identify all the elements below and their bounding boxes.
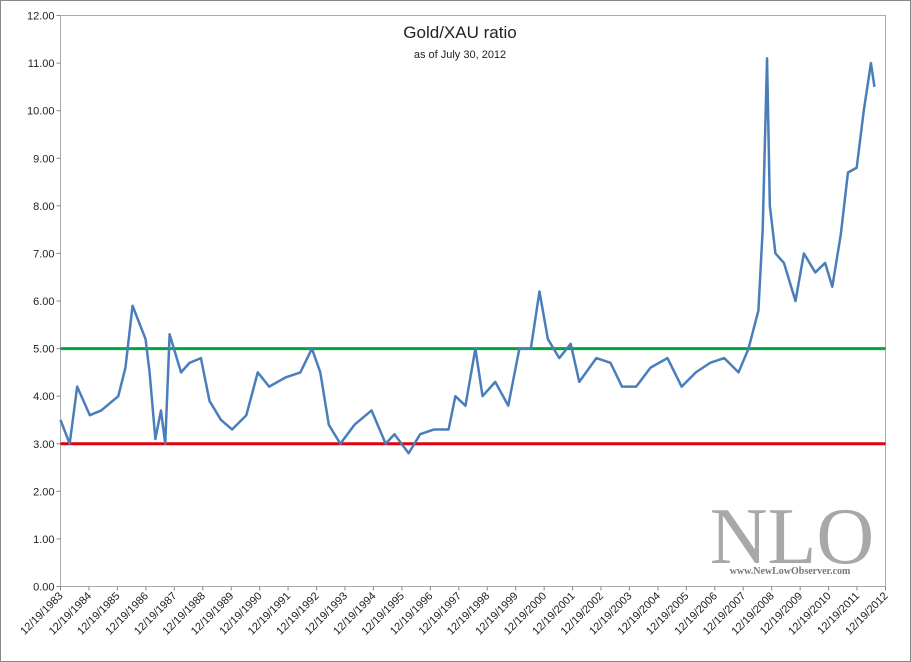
y-tick-label: 9.00 [33,153,54,165]
watermark-logo: NLO [710,493,874,581]
y-tick-label: 0.00 [33,582,54,594]
y-tick-label: 6.00 [33,296,54,308]
y-tick-label: 5.00 [33,344,54,356]
y-tick-label: 3.00 [33,439,54,451]
y-tick-label: 12.00 [27,11,55,23]
y-tick-label: 10.00 [27,106,55,118]
data-line [59,57,876,455]
y-tick-label: 8.00 [33,201,54,213]
y-tick-label: 11.00 [28,58,55,70]
chart-title: Gold/XAU ratio [403,23,516,42]
y-tick-label: 7.00 [33,248,54,260]
y-tick-label: 1.00 [33,534,54,546]
watermark-url: www.NewLowObserver.com [730,566,851,577]
y-tick-label: 4.00 [33,391,54,403]
chart-subtitle: as of July 30, 2012 [414,49,506,61]
y-tick-label: 2.00 [33,486,54,498]
